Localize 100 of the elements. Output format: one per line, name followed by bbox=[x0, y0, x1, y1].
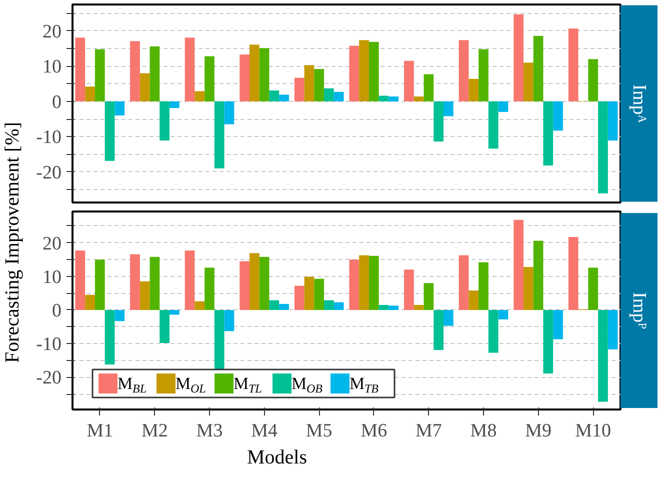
bar bbox=[304, 276, 314, 310]
bar bbox=[140, 73, 150, 102]
bar bbox=[533, 36, 544, 102]
bar bbox=[304, 65, 314, 102]
x-tick-label: M7 bbox=[416, 420, 442, 442]
bar bbox=[424, 74, 434, 102]
bar bbox=[250, 44, 260, 102]
bar bbox=[150, 46, 160, 102]
bar bbox=[424, 283, 434, 310]
bar bbox=[194, 301, 205, 310]
y-tick-label: 0 bbox=[52, 300, 62, 322]
bar bbox=[608, 101, 618, 140]
bar bbox=[130, 41, 140, 102]
x-tick-label: M10 bbox=[575, 420, 612, 442]
bar bbox=[224, 310, 234, 332]
bar bbox=[104, 310, 115, 364]
bar bbox=[498, 310, 508, 320]
bar bbox=[194, 91, 205, 102]
bar bbox=[458, 255, 469, 310]
bar bbox=[478, 49, 488, 102]
bar bbox=[349, 260, 360, 310]
bar bbox=[543, 310, 554, 374]
y-tick-label: -10 bbox=[36, 127, 62, 148]
bar bbox=[378, 96, 389, 102]
x-axis-title: Models bbox=[247, 446, 308, 468]
bar bbox=[434, 101, 444, 142]
bar bbox=[498, 101, 508, 112]
bar bbox=[214, 101, 224, 168]
bar bbox=[349, 46, 360, 102]
bar bbox=[250, 253, 260, 310]
bar bbox=[259, 256, 270, 310]
bar bbox=[598, 101, 608, 194]
bar bbox=[204, 268, 214, 310]
y-tick-label: -10 bbox=[36, 334, 62, 356]
bar bbox=[294, 78, 304, 102]
bar bbox=[85, 294, 95, 310]
bar bbox=[184, 38, 195, 102]
x-tick-label: M6 bbox=[360, 420, 388, 442]
bar bbox=[240, 54, 250, 102]
bar bbox=[468, 290, 479, 310]
bar bbox=[414, 96, 424, 102]
x-tick-label: M2 bbox=[142, 420, 168, 442]
x-tick-label: M8 bbox=[470, 420, 497, 442]
bar bbox=[314, 68, 324, 102]
bar bbox=[240, 261, 250, 310]
x-tick-label: M4 bbox=[251, 420, 278, 442]
text: Impᴾ bbox=[628, 292, 650, 329]
y-tick-label: 20 bbox=[42, 233, 62, 254]
bar bbox=[404, 60, 414, 102]
x-tick-label: M5 bbox=[306, 420, 332, 442]
bar bbox=[169, 310, 180, 315]
bar bbox=[533, 240, 544, 310]
bar bbox=[114, 310, 125, 322]
bar bbox=[443, 101, 454, 116]
bar bbox=[443, 310, 454, 326]
bar bbox=[368, 42, 379, 102]
bar bbox=[324, 300, 334, 310]
bar bbox=[359, 40, 369, 102]
bar bbox=[553, 101, 563, 131]
bar bbox=[75, 38, 86, 102]
bar bbox=[160, 101, 170, 140]
x-tick-label: M3 bbox=[196, 420, 223, 442]
bar bbox=[553, 310, 563, 340]
bar bbox=[314, 278, 324, 310]
bar bbox=[334, 92, 344, 102]
y-tick-label: 10 bbox=[42, 56, 62, 78]
bar bbox=[434, 310, 444, 350]
bar bbox=[368, 256, 379, 310]
x-tick-label: M1 bbox=[86, 420, 114, 442]
bar bbox=[269, 300, 280, 310]
bar bbox=[388, 96, 399, 102]
text: Impᴬ bbox=[628, 84, 650, 124]
bar bbox=[514, 14, 524, 102]
bar bbox=[568, 237, 578, 310]
bar bbox=[488, 310, 498, 353]
bar bbox=[204, 56, 214, 102]
bar bbox=[588, 268, 598, 310]
y-tick-label: 10 bbox=[42, 266, 62, 288]
bar bbox=[114, 101, 125, 116]
bar bbox=[359, 255, 369, 310]
bar bbox=[378, 304, 389, 310]
bar bbox=[524, 62, 534, 102]
bar bbox=[468, 78, 479, 102]
y-tick-label: 0 bbox=[52, 92, 62, 113]
bar bbox=[514, 220, 524, 310]
bar bbox=[598, 310, 608, 402]
bar bbox=[169, 101, 180, 108]
bar bbox=[224, 101, 234, 124]
bar bbox=[160, 310, 170, 343]
bar bbox=[94, 260, 105, 310]
bar bbox=[150, 256, 160, 310]
bar bbox=[259, 48, 270, 102]
y-tick-label: 20 bbox=[42, 21, 62, 42]
bar bbox=[269, 90, 280, 102]
bar bbox=[568, 28, 578, 102]
bar bbox=[524, 266, 534, 310]
y-axis-title: Forecasting Improvement [%] bbox=[2, 122, 24, 364]
y-tick-label: -20 bbox=[36, 368, 62, 389]
bar bbox=[608, 310, 618, 350]
bar bbox=[324, 88, 334, 102]
